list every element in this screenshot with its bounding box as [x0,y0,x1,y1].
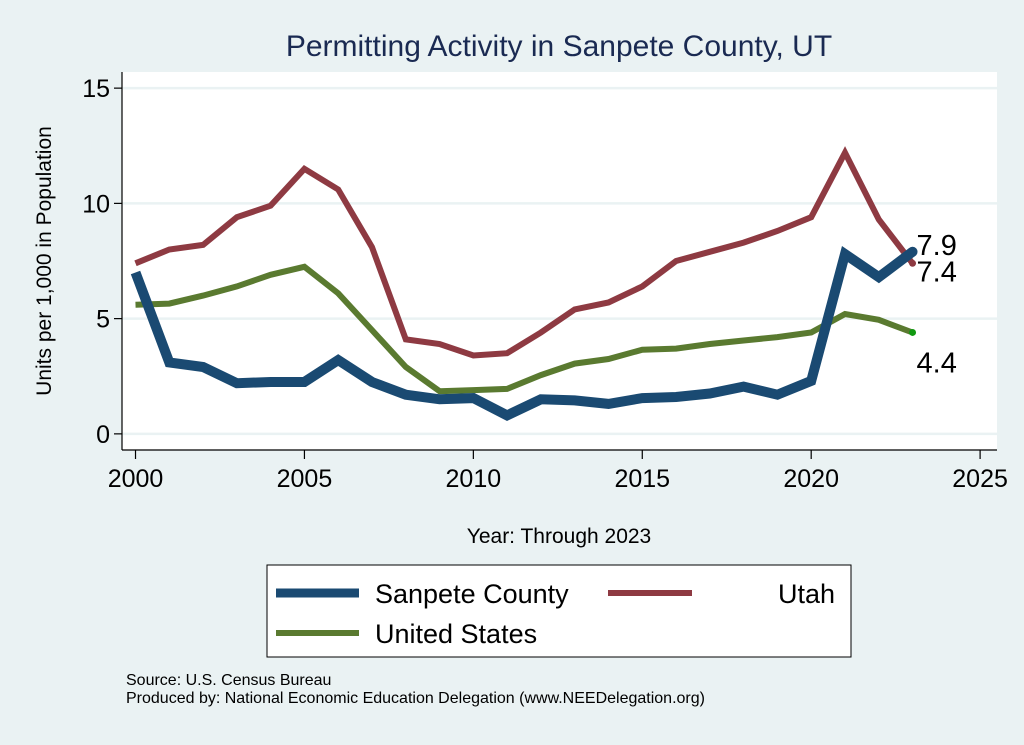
series-end-marker-sanpete-county [907,246,918,257]
legend-box [266,564,852,658]
legend: Sanpete County Utah United States [266,564,852,658]
x-ticks: 2000 2005 2010 2015 2020 2025 [108,450,1008,493]
end-label-utah: 7.4 [917,256,957,288]
x-tick-label-2020: 2020 [783,465,839,493]
series-line-sanpete-county [130,246,916,421]
x-tick-label-2015: 2015 [614,465,670,493]
y-ticks: 0 5 10 15 [82,75,122,449]
end-label-sanpete-county: 7.9 [917,230,957,262]
series-line-united-states [135,263,914,395]
end-label-united-states: 4.4 [917,347,957,379]
x-tick-label-2010: 2010 [446,465,502,493]
series-end-marker-utah [909,259,917,267]
x-tick-label-2000: 2000 [108,465,164,493]
plot-area [122,72,997,450]
series-group [130,146,918,421]
legend-label-united-states: United States [375,619,537,649]
producer-note: Produced by: National Economic Education… [126,690,705,707]
y-tick-label-15: 15 [82,75,110,103]
x-axis-label: Year: Through 2023 [467,525,652,548]
footer: Source: U.S. Census Bureau Produced by: … [126,672,705,708]
y-axis-label: Units per 1,000 in Population [33,126,56,396]
y-tick-label-10: 10 [82,190,110,218]
gridlines [122,86,997,436]
x-tick-label-2025: 2025 [952,465,1008,493]
chart-title: Permitting Activity in Sanpete County, U… [286,30,832,63]
series-end-marker-united-states [909,328,917,336]
legend-label-utah: Utah [778,579,835,609]
legend-label-sanpete-county: Sanpete County [375,579,569,609]
y-tick-label-5: 5 [96,306,110,334]
y-tick-label-0: 0 [96,421,110,449]
source-note: Source: U.S. Census Bureau [126,672,332,689]
end-labels: 7.97.4 4.4 [917,230,957,380]
x-tick-label-2005: 2005 [277,465,333,493]
series-line-utah [134,146,915,359]
